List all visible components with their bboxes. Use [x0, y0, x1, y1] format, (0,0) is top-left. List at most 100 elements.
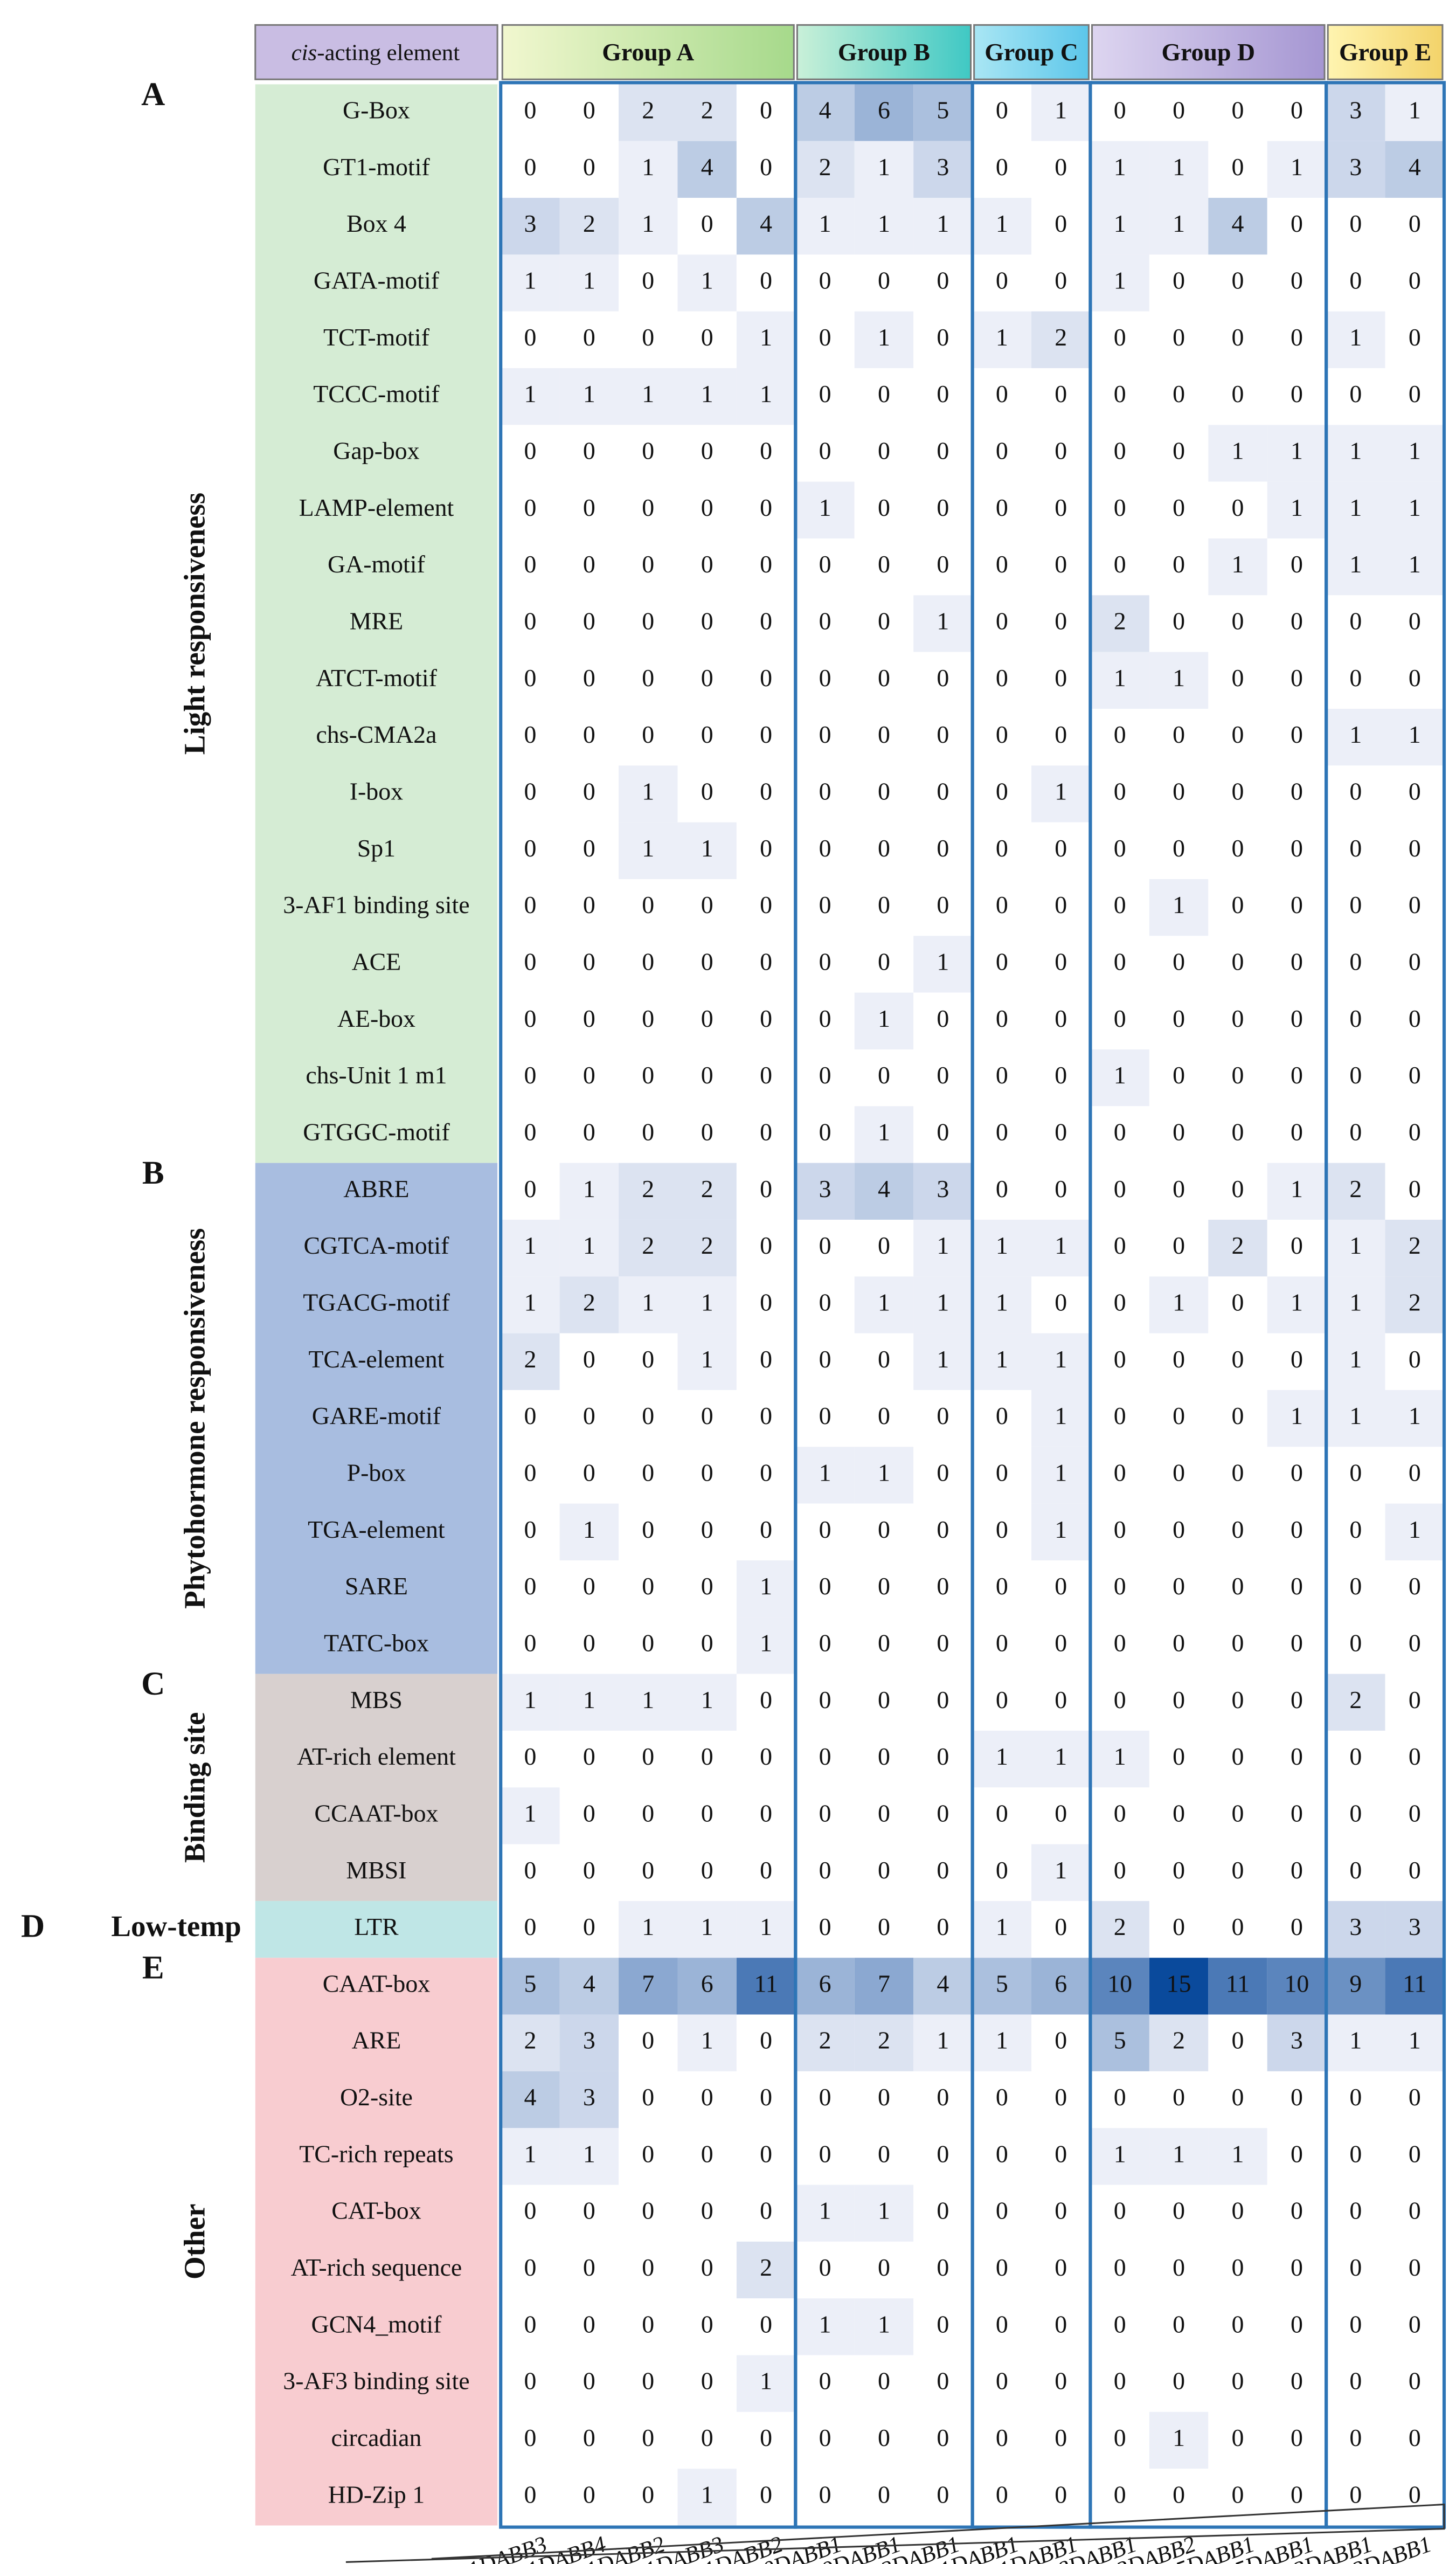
cell: [1149, 652, 1209, 709]
cell: [854, 1958, 914, 2015]
cell: [972, 1333, 1032, 1390]
cell-value: 0: [1291, 1572, 1303, 1600]
cell-value: 0: [1173, 1005, 1185, 1032]
cell-value: 0: [1055, 2197, 1067, 2224]
cell-value: 0: [1055, 721, 1067, 748]
cell-value: 0: [819, 2140, 831, 2167]
cell: [1267, 2014, 1327, 2071]
cell-value: 0: [1232, 2424, 1244, 2451]
cell-value: 0: [1349, 1459, 1362, 1486]
cell-value: 1: [524, 2140, 536, 2167]
cell: [619, 1333, 678, 1390]
cell: [1208, 879, 1267, 936]
cell-value: 0: [1409, 1459, 1421, 1486]
cell-value: 0: [701, 1061, 713, 1089]
cell: [1385, 2298, 1444, 2355]
cell: [1385, 1844, 1444, 1901]
cell-value: 0: [1291, 2367, 1303, 2395]
cell-value: 3: [583, 2083, 595, 2111]
cell-value: 0: [937, 1799, 949, 1827]
cell-value: 0: [996, 2083, 1008, 2111]
cell-value: 0: [819, 323, 831, 351]
cell-value: 0: [819, 1856, 831, 1884]
cell: [1149, 2298, 1209, 2355]
cell: [1090, 481, 1149, 539]
cell-value: 0: [1291, 1913, 1303, 1940]
cell-value: 1: [1349, 1232, 1362, 1259]
cell: [854, 765, 914, 823]
cell-value: 0: [583, 2424, 595, 2451]
cell-value: 0: [1349, 1572, 1362, 1600]
cell-value: 0: [1114, 721, 1126, 748]
cell: [1267, 538, 1327, 596]
cell-value: 0: [996, 1402, 1008, 1429]
cell: [913, 141, 973, 198]
cell-value: 0: [1055, 550, 1067, 578]
cell: [501, 2185, 560, 2242]
cell-value: 0: [996, 2480, 1008, 2508]
cell-value: 0: [1291, 267, 1303, 294]
cell: [913, 1163, 973, 1220]
cell-value: 0: [1291, 2424, 1303, 2451]
cell: [559, 1163, 619, 1220]
cell-value: 1: [1114, 267, 1126, 294]
cell-value: 1: [1114, 210, 1126, 237]
cell: [1149, 311, 1209, 369]
cell: [972, 1503, 1032, 1560]
cell-value: 1: [878, 1118, 890, 1145]
cell: [677, 992, 737, 1049]
cell: [1090, 709, 1149, 766]
cell-value: 0: [1173, 2480, 1185, 2508]
cell-value: 0: [1349, 1118, 1362, 1145]
cell-value: 10: [1107, 1969, 1132, 1997]
cell: [972, 1900, 1032, 1958]
cell: [913, 311, 973, 369]
cell: [736, 2411, 796, 2469]
cell: [677, 936, 737, 993]
cell: [501, 822, 560, 879]
cell-value: 0: [1409, 607, 1421, 635]
cell-value: 0: [819, 778, 831, 805]
cell-value: 0: [996, 2310, 1008, 2338]
cell: [1267, 1106, 1327, 1163]
cell: [913, 1503, 973, 1560]
header-rest: -acting element: [317, 40, 460, 65]
cell: [559, 1730, 619, 1788]
cell-value: 2: [819, 153, 831, 181]
cell-value: 1: [1291, 1402, 1303, 1429]
cell: [854, 84, 914, 141]
cell: [854, 2298, 914, 2355]
cell-value: 0: [1232, 96, 1244, 124]
cell-value: 0: [819, 267, 831, 294]
cell-value: 3: [1349, 153, 1362, 181]
cell: [736, 1844, 796, 1901]
cell: [1385, 1958, 1444, 2015]
cell: [677, 2469, 737, 2526]
cell: [736, 368, 796, 425]
cell: [619, 2298, 678, 2355]
cell: [619, 2469, 678, 2526]
cell: [913, 595, 973, 652]
cell: [854, 425, 914, 482]
cell-value: 0: [701, 1799, 713, 1827]
cell-value: 3: [524, 210, 536, 237]
cell-value: 0: [1291, 1516, 1303, 1543]
cell-value: 0: [937, 1686, 949, 1713]
cell: [677, 2014, 737, 2071]
row-label: TC-rich repeats: [299, 2140, 453, 2167]
cell: [1090, 1503, 1149, 1560]
cell-value: 0: [1291, 1061, 1303, 1089]
cell: [1326, 2128, 1385, 2185]
cell-value: 0: [1232, 2254, 1244, 2281]
cell: [854, 709, 914, 766]
cell: [795, 822, 855, 879]
cell: [1090, 1333, 1149, 1390]
cell: [1385, 1787, 1444, 1844]
cell: [501, 198, 560, 255]
cell: [1031, 652, 1091, 709]
cell-value: 1: [701, 1345, 713, 1373]
cell: [1385, 2469, 1444, 2526]
cell: [619, 254, 678, 312]
cell: [1208, 1447, 1267, 1504]
cell: [1267, 84, 1327, 141]
